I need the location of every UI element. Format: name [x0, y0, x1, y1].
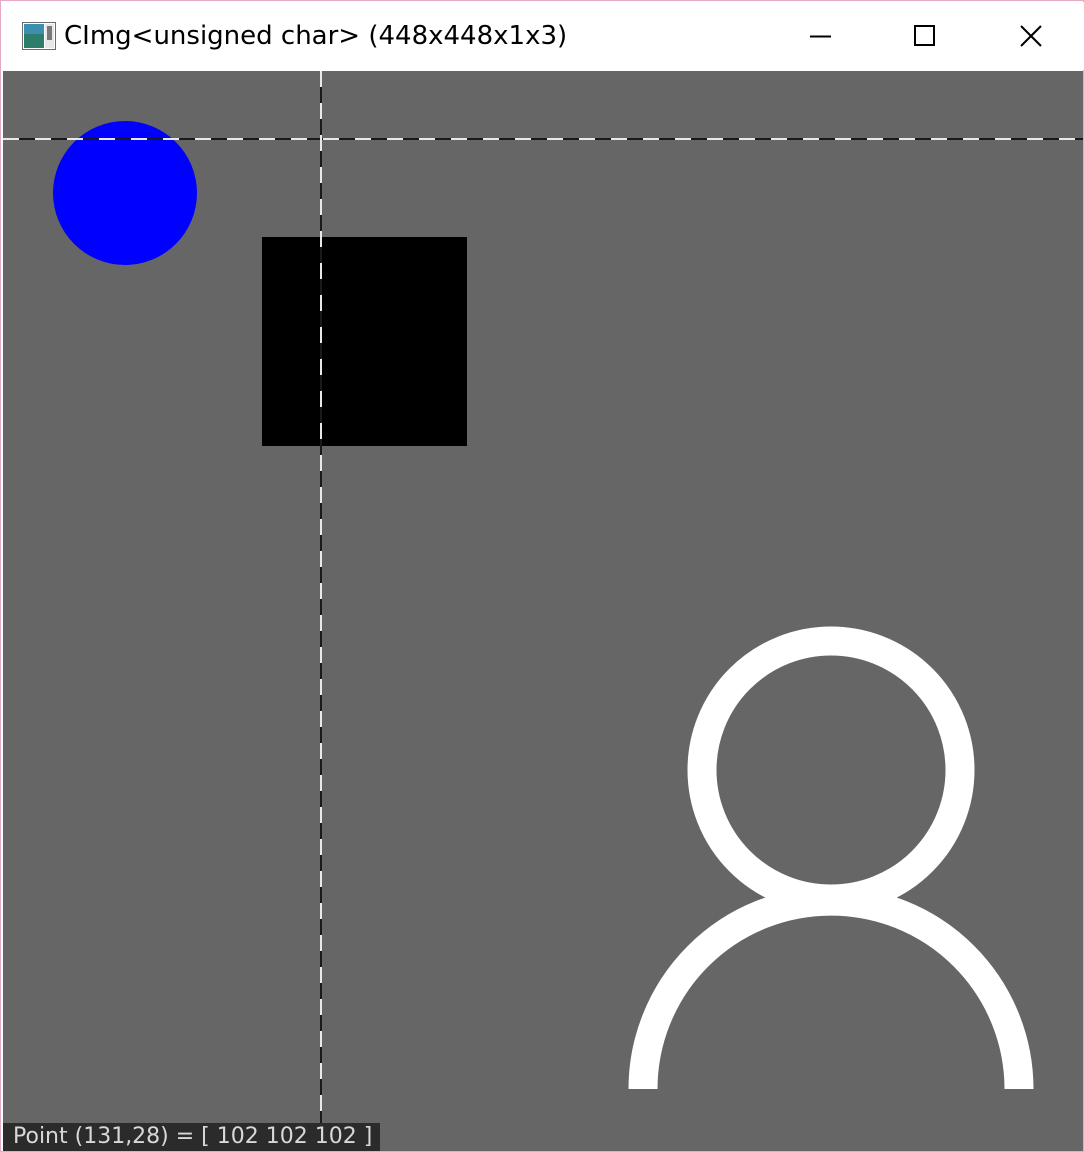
minimize-button[interactable]: [768, 2, 872, 70]
close-icon: [1020, 25, 1042, 47]
title-bar[interactable]: CImg<unsigned char> (448x448x1x3): [2, 2, 1084, 70]
maximize-icon: [914, 25, 935, 46]
user-body-arc: [628, 886, 1034, 1090]
crosshair: [3, 71, 1083, 1151]
pixel-info-status: Point (131,28) = [ 102 102 102 ]: [3, 1123, 381, 1151]
cimg-app-icon: [22, 22, 56, 50]
blue-circle: [53, 121, 197, 265]
window-title: CImg<unsigned char> (448x448x1x3): [64, 21, 568, 51]
image-canvas[interactable]: [3, 71, 1083, 1151]
user-head-ring: [687, 626, 975, 914]
maximize-button[interactable]: [872, 2, 976, 70]
user-outline-icon: [628, 626, 1034, 1090]
black-square: [262, 237, 467, 446]
minimize-icon: [810, 35, 831, 38]
close-button[interactable]: [978, 2, 1082, 70]
